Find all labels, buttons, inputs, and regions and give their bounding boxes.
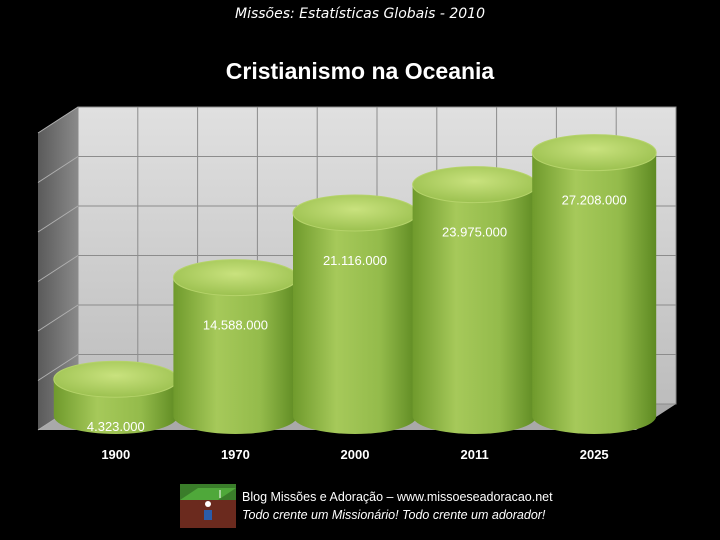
bar-top (531, 134, 657, 172)
bar: 27.208.000 (531, 134, 657, 434)
bar-value-label: 4.323.000 (87, 419, 145, 434)
bar: 14.588.000 (172, 259, 298, 434)
bar-body (173, 277, 298, 434)
bar-value-label: 14.588.000 (203, 318, 268, 333)
bar-body (293, 212, 417, 434)
x-tick-label: 1900 (101, 447, 130, 462)
bar: 21.116.000 (292, 194, 418, 434)
gridline-side (37, 156, 79, 183)
bar-top (292, 194, 418, 232)
footer-blog-line: Blog Missões e Adoração – www.missoesead… (242, 490, 553, 504)
x-tick-label: 2025 (580, 447, 609, 462)
bar: 4.323.000 (53, 360, 179, 434)
blog-logo-icon (180, 484, 236, 528)
chart-title: Cristianismo na Oceania (225, 58, 495, 84)
bar-top (172, 259, 298, 297)
footer-slogan: Todo crente um Missionário! Todo crente … (242, 508, 546, 522)
gridline-side (37, 354, 79, 381)
bar-value-label: 27.208.000 (562, 193, 627, 208)
gridline-side (37, 106, 79, 134)
bar-top (412, 166, 538, 204)
x-tick-label: 2011 (460, 447, 488, 462)
bar: 23.975.000 (412, 166, 538, 434)
slide-header: Missões: Estatísticas Globais - 2010 (234, 6, 485, 22)
bar-value-label: 23.975.000 (442, 225, 507, 240)
x-tick-label: 1970 (221, 447, 250, 462)
bar-body (412, 184, 537, 434)
gridline-side (37, 304, 79, 332)
bar-top (53, 360, 179, 398)
bar-body (532, 152, 657, 434)
footer: Blog Missões e Adoração – www.missoesead… (180, 484, 600, 530)
x-tick-label: 2000 (341, 447, 370, 462)
gridline-side (37, 205, 79, 233)
bar-value-label: 21.116.000 (323, 253, 387, 268)
gridline-side (37, 255, 79, 282)
